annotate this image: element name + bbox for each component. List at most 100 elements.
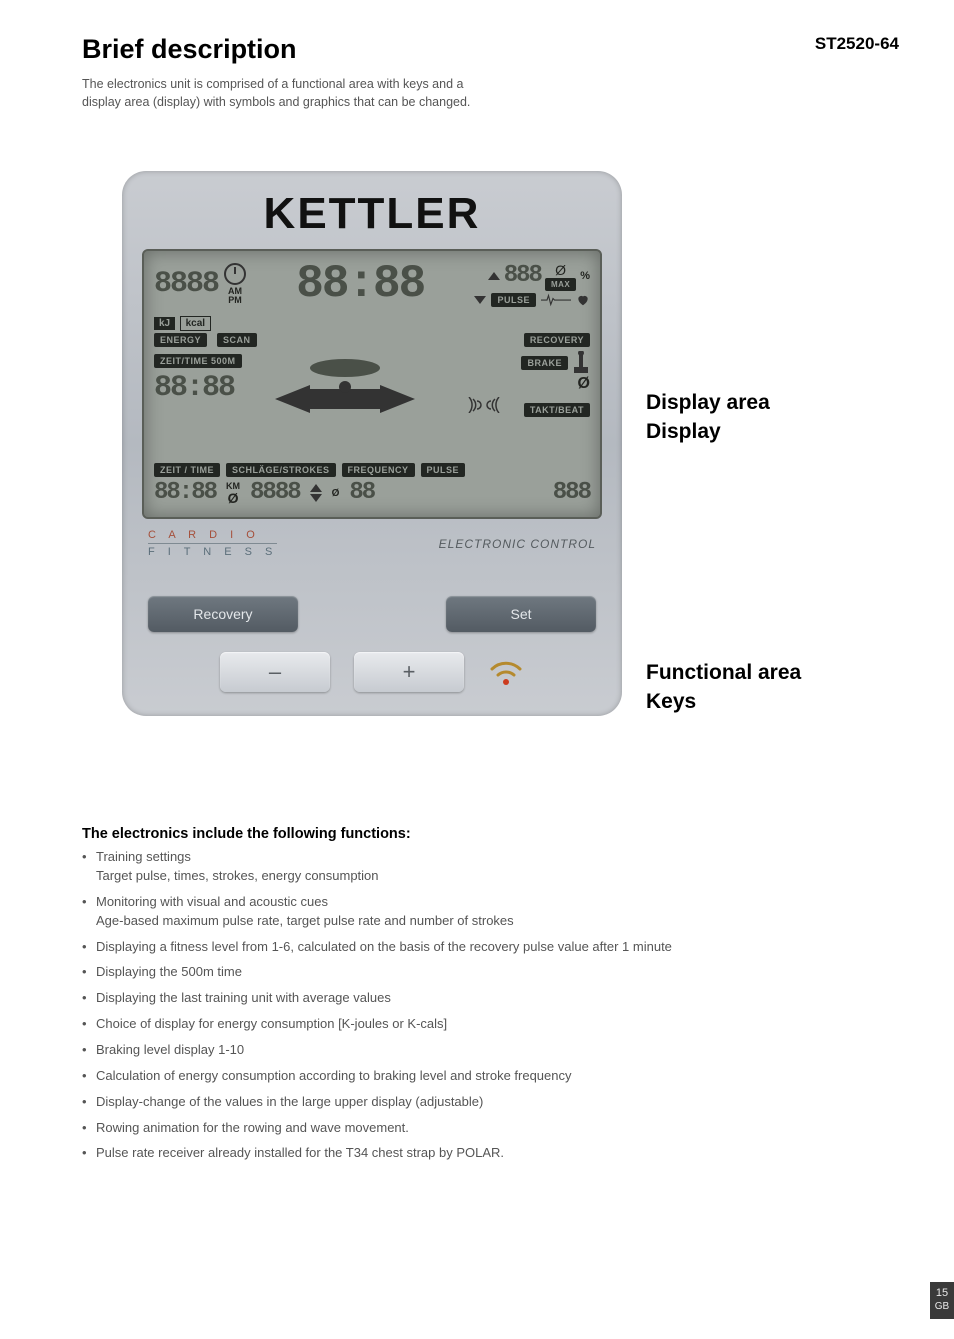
main-time-segment: 88:88 [296, 258, 424, 310]
function-item: Display-change of the values in the larg… [82, 1093, 862, 1112]
time500-segment: 88:88 [154, 373, 242, 403]
function-item-main: Displaying the 500m time [96, 964, 242, 979]
heart-icon [576, 293, 590, 307]
function-item: Rowing animation for the rowing and wave… [82, 1119, 862, 1138]
set-button[interactable]: Set [446, 596, 596, 632]
bottom-label-row: ZEIT / TIME SCHLÄGE/STROKES FREQUENCY PU… [154, 463, 590, 477]
electronic-control-label: ELECTRONIC CONTROL [439, 537, 596, 551]
label-row-1: kJ kcal [154, 313, 590, 331]
function-item-sub: Age-based maximum pulse rate, target pul… [96, 912, 862, 931]
scan-pill: SCAN [217, 333, 257, 347]
freq-down-icon [310, 494, 322, 502]
function-item: Choice of display for energy consumption… [82, 1015, 862, 1034]
intro-text: The electronics unit is comprised of a f… [82, 75, 502, 111]
wireless-icon [488, 657, 524, 687]
functions-section: The electronics include the following fu… [82, 826, 862, 1163]
function-item-main: Training settings [96, 849, 191, 864]
function-item-main: Monitoring with visual and acoustic cues [96, 894, 328, 909]
pulse2-pill: PULSE [421, 463, 466, 477]
function-item-sub: Target pulse, times, strokes, energy con… [96, 867, 862, 886]
brand-logo: KETTLER [142, 189, 602, 239]
pct-label: % [580, 270, 590, 282]
function-item: Displaying a fitness level from 1-6, cal… [82, 938, 862, 957]
lcd-screen: 8888 AM PM 88:88 888 [142, 249, 602, 519]
energy-pill: ENERGY [154, 333, 207, 347]
pm-label: PM [228, 295, 242, 305]
pulse-null-icon: Ø [555, 262, 566, 278]
function-item-main: Pulse rate receiver already installed fo… [96, 1145, 504, 1160]
callout-func-line1: Functional area [646, 661, 801, 684]
bl-time-segment: 88:88 [154, 481, 216, 505]
function-item: Braking level display 1-10 [82, 1041, 862, 1060]
freq-up-icon [310, 484, 322, 492]
sound-waves-icon [449, 397, 519, 413]
time500-pill: ZEIT/TIME 500M [154, 354, 242, 368]
kj-pill: kJ [154, 317, 175, 330]
pulse-segment: 888 [504, 264, 541, 288]
minus-button[interactable]: – [220, 652, 330, 692]
brake-pill: BRAKE [521, 356, 568, 370]
ecg-icon [541, 293, 571, 307]
clock-icon [224, 263, 246, 285]
display-area-callout: Display area Display [646, 389, 770, 446]
function-item-main: Displaying a fitness level from 1-6, cal… [96, 939, 672, 954]
function-item-main: Rowing animation for the rowing and wave… [96, 1120, 409, 1135]
function-item: Training settings Target pulse, times, st… [82, 848, 862, 886]
callout-func-line2: Keys [646, 690, 696, 713]
km-label: KM Ø [226, 482, 240, 505]
callout-line1: Display area [646, 391, 770, 414]
functions-list: Training settings Target pulse, times, st… [82, 848, 862, 1163]
strokes-pill: SCHLÄGE/STROKES [226, 463, 336, 477]
triangle-down-icon [474, 296, 486, 304]
frequency-pill: FREQUENCY [342, 463, 415, 477]
ampm-label: AM PM [228, 287, 242, 305]
ellipse-icon [310, 359, 380, 377]
freq-triangles [310, 484, 322, 502]
freq-null-label: Ø [332, 488, 340, 499]
plus-minus-row: – + [142, 652, 602, 692]
max-pill: MAX [545, 278, 576, 291]
bottom-segment-row: 88:88 KM Ø 8888 Ø 88 888 [154, 481, 590, 505]
plus-button[interactable]: + [354, 652, 464, 692]
callout-line2: Display [646, 420, 721, 443]
model-code: ST2520-64 [815, 34, 899, 54]
callouts-column: Display area Display Functional area Key… [646, 171, 899, 716]
function-item-main: Braking level display 1-10 [96, 1042, 244, 1057]
recovery-pill: RECOVERY [524, 333, 590, 347]
page-tab: 15 GB [930, 1282, 954, 1319]
function-item-main: Displaying the last training unit with a… [96, 990, 391, 1005]
page-number: 15 [930, 1286, 954, 1300]
pulse-pill: PULSE [491, 293, 536, 307]
brake-null-label: Ø [449, 375, 590, 393]
fitness-text: F I T N E S S [148, 546, 277, 558]
km-null-icon: Ø [228, 491, 239, 505]
page-lang: GB [935, 1301, 949, 1312]
function-item: Pulse rate receiver already installed fo… [82, 1144, 862, 1163]
page-title: Brief description [82, 34, 899, 65]
cardio-fitness-label: C A R D I O F I T N E S S [148, 529, 277, 558]
function-item: Calculation of energy consumption accord… [82, 1067, 862, 1086]
function-item: Monitoring with visual and acoustic cues… [82, 893, 862, 931]
soft-button-row: Recovery Set [142, 596, 602, 632]
function-item-main: Calculation of energy consumption accord… [96, 1068, 572, 1083]
takt-pill: TAKT/BEAT [524, 403, 590, 417]
bl-pulse-segment: 888 [553, 481, 590, 505]
functions-heading: The electronics include the following fu… [82, 826, 862, 842]
function-item-main: Choice of display for energy consumption… [96, 1016, 447, 1031]
kcal-pill: kcal [180, 316, 211, 331]
function-item: Displaying the 500m time [82, 963, 862, 982]
device-panel: KETTLER 8888 AM PM 88:88 [122, 171, 622, 716]
brake-lever-icon [572, 351, 590, 375]
triangle-up-icon [488, 272, 500, 280]
cardio-text: C A R D I O [148, 529, 277, 544]
bl-strokes-segment: 8888 [250, 481, 300, 505]
cardio-panel: C A R D I O F I T N E S S ELECTRONIC CON… [142, 529, 602, 558]
label-row-2: ENERGY SCAN RECOVERY [154, 333, 590, 347]
zeit-time-pill: ZEIT / TIME [154, 463, 220, 477]
rower-icon [255, 377, 435, 421]
function-item: Displaying the last training unit with a… [82, 989, 862, 1008]
function-item-main: Display-change of the values in the larg… [96, 1094, 483, 1109]
figure-row: KETTLER 8888 AM PM 88:88 [122, 171, 899, 716]
recovery-button[interactable]: Recovery [148, 596, 298, 632]
screen-row-top: 8888 AM PM 88:88 888 [154, 261, 590, 307]
